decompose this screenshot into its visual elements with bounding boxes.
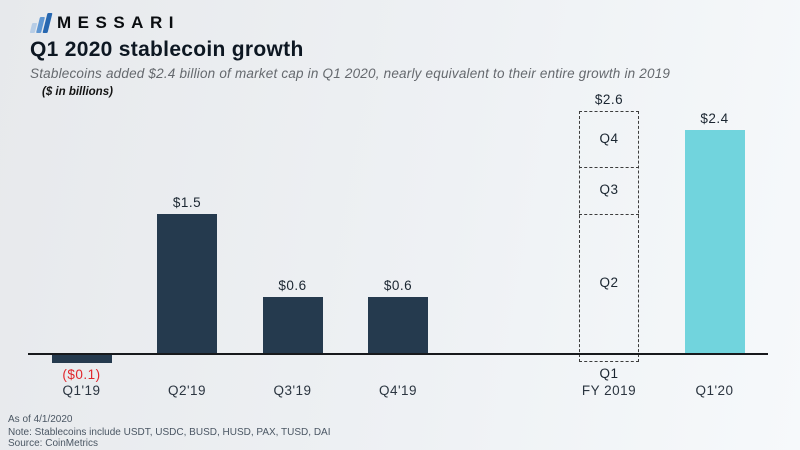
bar-q4-19: [368, 297, 428, 353]
bar-q1-19: [51, 354, 112, 364]
bar-q2-19: [157, 213, 217, 353]
x-axis-label-fy-2019: FY 2019: [581, 383, 637, 398]
x-axis-label-q1-19: Q1'19: [62, 383, 101, 398]
segment-divider: [579, 213, 639, 215]
x-axis-label-q3-19: Q3'19: [273, 383, 312, 398]
value-label-fy-2019: $2.6: [594, 92, 624, 108]
x-axis-label-q4-19: Q4'19: [378, 383, 418, 398]
chart-subtitle: Stablecoins added $2.4 billion of market…: [30, 66, 671, 81]
x-axis-label-q2-19: Q2'19: [167, 383, 207, 398]
segment-label-q2: Q2: [599, 275, 619, 291]
source-line: Source: CoinMetrics: [8, 438, 99, 449]
note-line: Note: Stablecoins include USDT, USDC, BU…: [8, 427, 331, 438]
segment-label-q3: Q3: [599, 182, 619, 198]
brand-name: MESSARI: [57, 13, 180, 32]
x-axis-label-q1-20: Q1'20: [695, 383, 734, 398]
bar-fy-2019: [579, 111, 639, 363]
chart-title: Q1 2020 stablecoin growth: [30, 38, 304, 61]
value-label-q1-20: $2.4: [700, 110, 729, 126]
value-label-q3-19: $0.6: [278, 278, 307, 294]
segment-divider: [579, 167, 639, 168]
x-axis-line: [28, 353, 768, 355]
as-of-date: As of 4/1/2020: [8, 414, 73, 425]
segment-label-q4: Q4: [599, 131, 619, 147]
value-label-q1-19: ($0.1): [62, 367, 101, 383]
value-label-q2-19: $1.5: [172, 194, 202, 210]
chart-area: ($0.1) Q1'19 $1.5 Q2'19 $0.6 Q3'19 $0.6 Q4'19 Q1…: [28, 92, 768, 410]
messari-logo-icon: [29, 12, 54, 34]
bar-q1-20: [684, 129, 745, 353]
units-label: ($ in billions): [42, 86, 113, 98]
value-label-q4-19: $0.6: [383, 278, 413, 294]
bar-q3-19: [262, 297, 323, 353]
logo-bar-dark: [42, 13, 52, 33]
segment-label-q1: Q1: [599, 366, 619, 381]
